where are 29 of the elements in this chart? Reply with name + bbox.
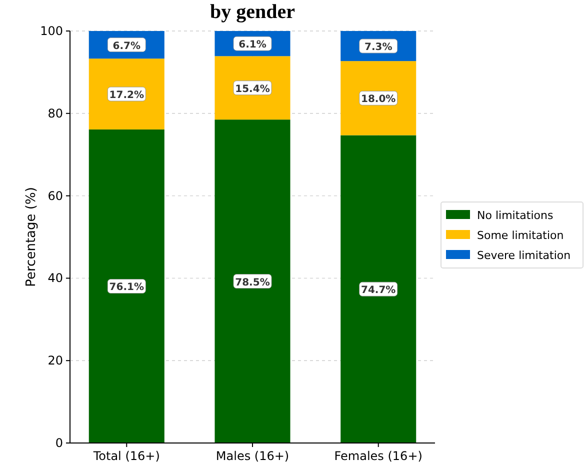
data-label: 76.1% (109, 282, 144, 294)
data-label: 15.4% (235, 84, 270, 95)
data-label: 7.3% (364, 42, 392, 54)
x-tick-label: Males (16+) (216, 449, 290, 463)
legend-label: No limitations (477, 209, 554, 222)
x-tick-label: Females (16+) (334, 449, 422, 463)
data-label: 17.2% (109, 90, 144, 102)
y-tick-label: 20 (48, 354, 63, 368)
data-label: 6.1% (238, 40, 266, 51)
data-label: 74.7% (361, 285, 396, 296)
y-tick-label: 60 (48, 188, 63, 203)
legend-label: Severe limitation (477, 249, 571, 262)
data-label: 18.0% (361, 94, 396, 106)
bar (88, 58, 164, 130)
y-tick-label: 40 (48, 271, 63, 286)
y-tick-label: 0 (55, 436, 63, 450)
data-label: 78.5% (235, 277, 270, 288)
bar (340, 61, 416, 136)
x-tick-label: Total (16+) (92, 449, 160, 463)
y-tick-label: 100 (40, 24, 63, 38)
chart-title: by gender (210, 1, 296, 23)
bar (88, 129, 164, 443)
legend-label: Some limitation (477, 229, 564, 242)
data-label: 6.7% (112, 40, 141, 52)
bar (340, 135, 416, 443)
bar (214, 56, 290, 120)
bar (214, 120, 290, 443)
y-tick-label: 80 (48, 106, 63, 120)
y-axis-title: Percentage (%) (24, 187, 39, 287)
